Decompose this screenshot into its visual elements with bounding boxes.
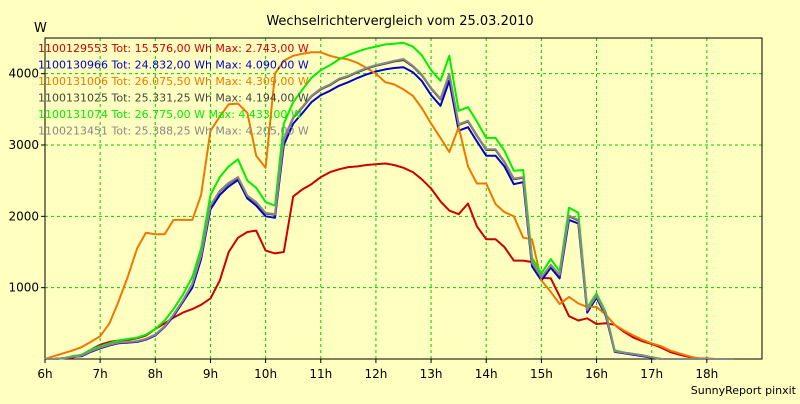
y-tick-label: 1000 xyxy=(8,281,39,295)
plot-area-frame xyxy=(44,37,763,360)
x-tick-label: 6h xyxy=(37,367,52,381)
y-tick-label: 3000 xyxy=(8,138,39,152)
legend-name: 1100131025 xyxy=(38,92,108,105)
legend-tot: Tot: 25.331,25 Wh xyxy=(108,92,212,105)
x-tick-label: 13h xyxy=(420,367,443,381)
series-layer xyxy=(44,41,735,360)
legend-tot: Tot: 25.388,25 Wh xyxy=(108,125,212,138)
legend-name: 1100129553 xyxy=(38,42,108,55)
legend-tot: Tot: 15.576,00 Wh xyxy=(108,42,212,55)
legend-name: 1100130966 xyxy=(38,59,108,72)
chart-title: Wechselrichtervergleich vom 25.03.2010 xyxy=(266,14,533,29)
x-tick-label: 12h xyxy=(364,367,387,381)
x-tick-label: 16h xyxy=(585,367,608,381)
legend-entry-1100213451: 1100213451 Tot: 25.388,25 Wh Max: 4.205,… xyxy=(38,125,309,138)
series-line-1100131006 xyxy=(44,51,735,360)
legend-max: Max: 2.743,00 W xyxy=(212,42,309,55)
legend-entry-1100131074: 1100131074 Tot: 26.775,00 W Max: 4.433,0… xyxy=(38,108,302,121)
legend-max: Max: 4.090,00 W xyxy=(212,59,309,72)
y-tick-label: 2000 xyxy=(8,209,39,223)
legend-max: Max: 4.309,00 W xyxy=(212,75,309,88)
x-tick-label: 9h xyxy=(203,367,218,381)
legend-tot: Tot: 24.832,00 Wh xyxy=(108,59,212,72)
x-axis-ticks: 6h 7h 8h 9h 10h 11h 12h 13h 14h 15h 16h 17h 18h xyxy=(37,359,718,381)
x-tick-label: 18h xyxy=(695,367,718,381)
x-tick-label: 8h xyxy=(148,367,163,381)
legend-entry-1100129553: 1100129553 Tot: 15.576,00 Wh Max: 2.743,… xyxy=(38,42,309,55)
legend-max: Max: 4.194,00 W xyxy=(212,92,309,105)
footer-credit: SunnyReport pinxit xyxy=(691,384,797,397)
legend-name: 1100131074 xyxy=(38,108,108,121)
x-tick-label: 10h xyxy=(254,367,277,381)
x-tick-label: 7h xyxy=(93,367,108,381)
legend-tot: Tot: 26.775,00 W xyxy=(108,108,205,121)
x-tick-label: 14h xyxy=(475,367,498,381)
x-tick-label: 15h xyxy=(530,367,553,381)
y-tick-label: 4000 xyxy=(8,67,39,81)
legend-name: 1100131006 xyxy=(38,75,108,88)
legend-name: 1100213451 xyxy=(38,125,108,138)
y-axis-ticks: 1000 2000 3000 4000 xyxy=(8,67,45,295)
series-line-1100213451 xyxy=(45,58,735,360)
legend-tot: Tot: 26.075,50 Wh xyxy=(108,75,212,88)
legend-entry-1100131025: 1100131025 Tot: 25.331,25 Wh Max: 4.194,… xyxy=(38,92,309,105)
legend-entry-1100130966: 1100130966 Tot: 24.832,00 Wh Max: 4.090,… xyxy=(38,59,309,72)
x-tick-label: 11h xyxy=(309,367,332,381)
legend-entry-1100131006: 1100131006 Tot: 26.075,50 Wh Max: 4.309,… xyxy=(38,75,309,88)
y-axis-label: W xyxy=(34,21,47,36)
legend: 1100129553 Tot: 15.576,00 Wh Max: 2.743,… xyxy=(38,42,309,138)
x-tick-label: 17h xyxy=(640,367,663,381)
legend-max: Max: 4.433,00 W xyxy=(205,108,302,121)
legend-max: Max: 4.205,00 W xyxy=(212,125,309,138)
